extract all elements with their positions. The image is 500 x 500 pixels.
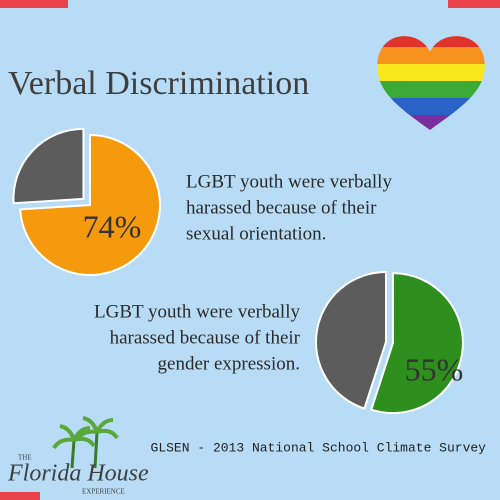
source: GLSEN - 2013 National School Climate Sur… [151,440,487,455]
pie-slice [19,133,161,276]
logo-top: THE [18,454,32,462]
corner-strip [0,492,40,500]
logo-sub: EXPERIENCE [82,488,125,496]
data-label: 55% [405,351,464,387]
caption: sexual orientation. [186,223,326,244]
caption: gender expression. [158,353,300,374]
caption: harassed because of their [186,197,377,218]
caption: harassed because of their [110,327,301,348]
pie-slice [315,270,387,410]
logo: THE Florida House EXPERIENCE [7,416,149,496]
title: Verbal Discrimination [8,65,309,102]
caption: LGBT youth were verbally [94,301,300,322]
pie-slice [12,127,85,205]
corner-strip [0,0,68,8]
logo-name: Florida House [7,461,149,487]
pie-slice [370,272,464,415]
data-label: 74% [83,208,142,244]
caption: LGBT youth were verbally [186,171,392,192]
corner-strip [448,0,500,8]
